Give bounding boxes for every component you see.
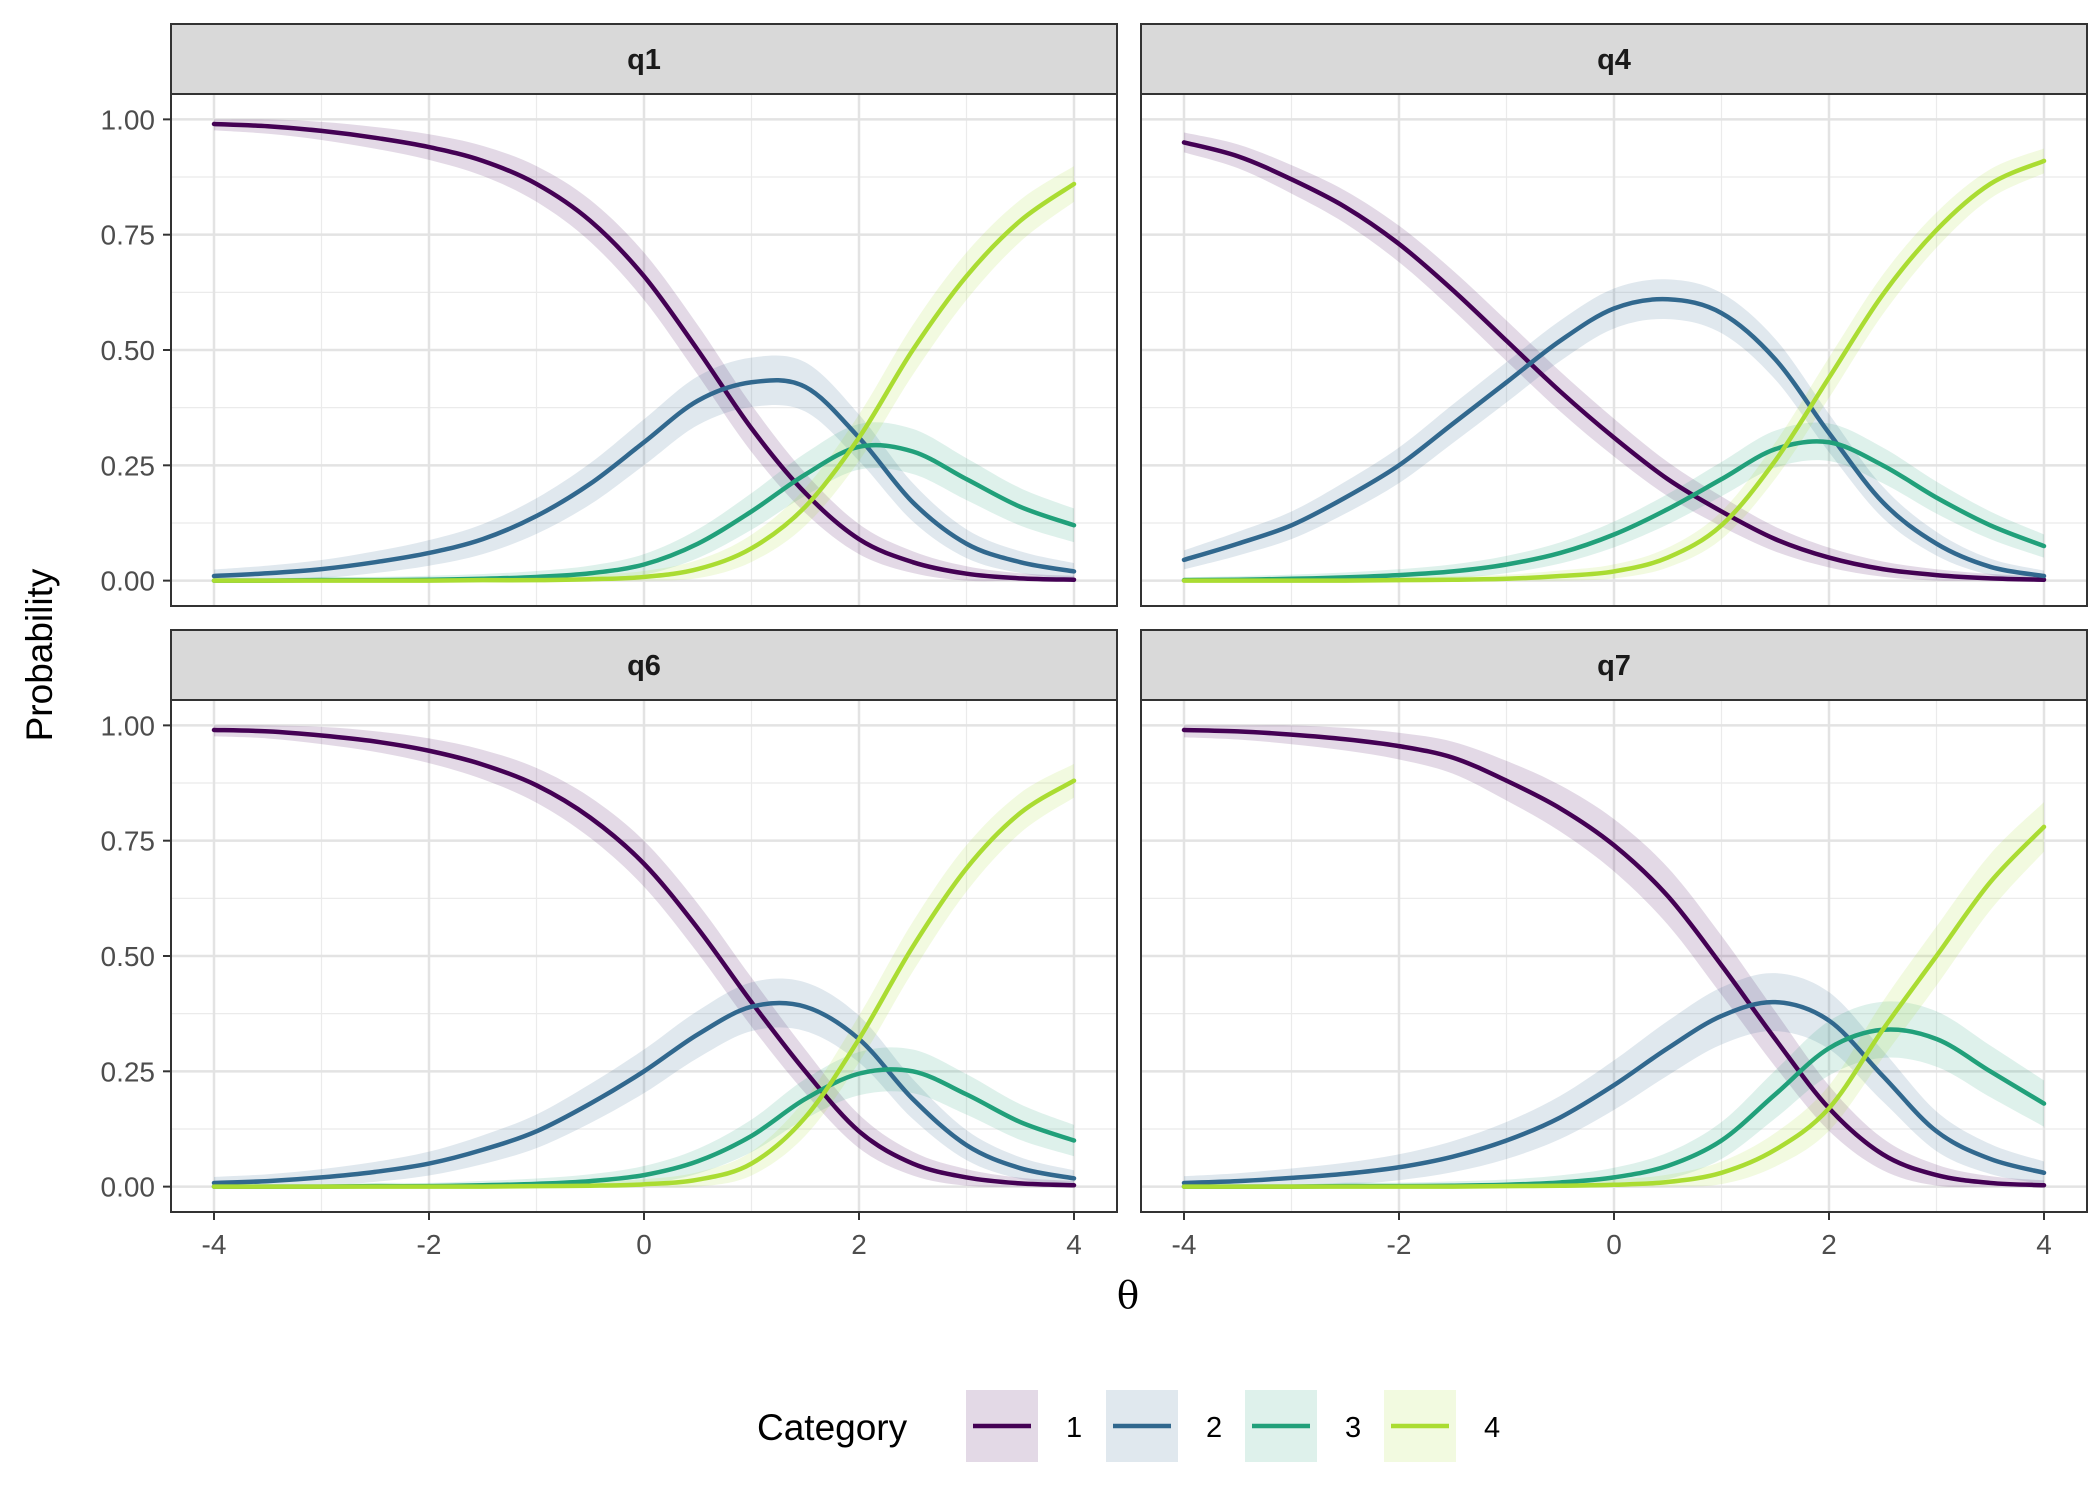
panel-series — [211, 725, 1077, 1189]
legend: Category 1 2 3 4 — [757, 1390, 1500, 1462]
ribbon-category-2 — [214, 978, 1074, 1187]
y-axis-title: Probability — [19, 568, 60, 741]
series-line-category-2 — [211, 378, 1077, 579]
ribbon-category-4 — [214, 763, 1074, 1188]
series-line-category-4 — [1181, 824, 2047, 1189]
panel-strip — [1140, 629, 2088, 701]
panel-strip-label: q6 — [627, 650, 661, 682]
panel-strip-label: q7 — [1597, 650, 1631, 682]
x-tick-label: -2 — [417, 1229, 442, 1260]
x-tick-label: -2 — [1387, 1229, 1412, 1260]
panel-strip — [170, 629, 1118, 701]
x-tick-label: 0 — [636, 1229, 652, 1260]
legend-label-4: 4 — [1484, 1412, 1500, 1444]
panel-q7: q7 — [1140, 629, 2088, 1213]
series-line-category-4 — [211, 181, 1077, 583]
y-tick-label: 0.75 — [101, 220, 156, 251]
axes-layer: 0.00 0.25 0.50 0.75 1.00 0.00 0.25 0.50 0.75 1.00… — [101, 104, 2052, 1260]
ribbon-category-4 — [1184, 802, 2044, 1187]
y-tick-label: 0.75 — [101, 826, 156, 857]
series-line-category-1 — [211, 121, 1077, 582]
panel-q1: q1 — [170, 23, 1118, 607]
series-line-category-1 — [1181, 727, 2047, 1188]
legend-item-3: 3 — [1245, 1390, 1361, 1462]
legend-title: Category — [757, 1407, 908, 1448]
panel-border — [1140, 93, 2088, 607]
panel-q4: q4 — [1140, 23, 2088, 607]
ribbon-category-4 — [214, 166, 1074, 581]
series-line-category-3 — [1181, 439, 2047, 583]
y-tick-label: 0.00 — [101, 566, 156, 597]
ribbon-category-3 — [214, 422, 1074, 582]
legend-item-1: 1 — [966, 1390, 1082, 1462]
panel-grid — [171, 94, 1117, 606]
panel-strip — [1140, 23, 2088, 95]
series-line-category-2 — [1181, 999, 2047, 1186]
legend-label-1: 1 — [1066, 1412, 1082, 1444]
ribbon-category-2 — [1184, 279, 2044, 581]
x-axis-title: θ — [1117, 1274, 1139, 1317]
panel-series — [1181, 132, 2047, 583]
ribbon-category-3 — [214, 1047, 1074, 1187]
panel-strip-label: q1 — [627, 44, 661, 76]
series-line-category-2 — [211, 1000, 1077, 1186]
legend-label-3: 3 — [1345, 1412, 1361, 1444]
series-line-category-4 — [1181, 158, 2047, 583]
legend-item-2: 2 — [1106, 1390, 1222, 1462]
panel-strip — [170, 23, 1118, 95]
legend-item-4: 4 — [1384, 1390, 1500, 1462]
x-tick-label: -4 — [202, 1229, 227, 1260]
series-line-category-4 — [211, 778, 1077, 1189]
x-tick-label: 4 — [1066, 1229, 1082, 1260]
panel-q6: q6 — [170, 629, 1118, 1213]
panel-series — [211, 119, 1077, 583]
series-line-category-1 — [1181, 140, 2047, 582]
panel-series — [1181, 725, 2047, 1189]
panel-strip-label: q4 — [1597, 44, 1631, 76]
legend-label-2: 2 — [1206, 1412, 1222, 1444]
y-tick-label: 0.50 — [101, 335, 156, 366]
x-tick-label: 2 — [1821, 1229, 1837, 1260]
x-tick-label: -4 — [1172, 1229, 1197, 1260]
ribbon-category-2 — [1184, 973, 2044, 1187]
x-tick-label: 4 — [2036, 1229, 2052, 1260]
y-tick-label: 0.00 — [101, 1172, 156, 1203]
y-tick-label: 0.25 — [101, 1056, 156, 1087]
panels-layer: q1 q4 q6 q7 — [170, 23, 2088, 1213]
y-tick-label: 1.00 — [101, 104, 156, 135]
x-tick-label: 0 — [1606, 1229, 1622, 1260]
series-line-category-2 — [1181, 296, 2047, 579]
series-line-category-1 — [211, 727, 1077, 1188]
ribbon-category-2 — [214, 355, 1074, 581]
y-tick-label: 0.50 — [101, 941, 156, 972]
y-tick-label: 1.00 — [101, 710, 156, 741]
x-tick-label: 2 — [851, 1229, 867, 1260]
y-tick-label: 0.25 — [101, 450, 156, 481]
